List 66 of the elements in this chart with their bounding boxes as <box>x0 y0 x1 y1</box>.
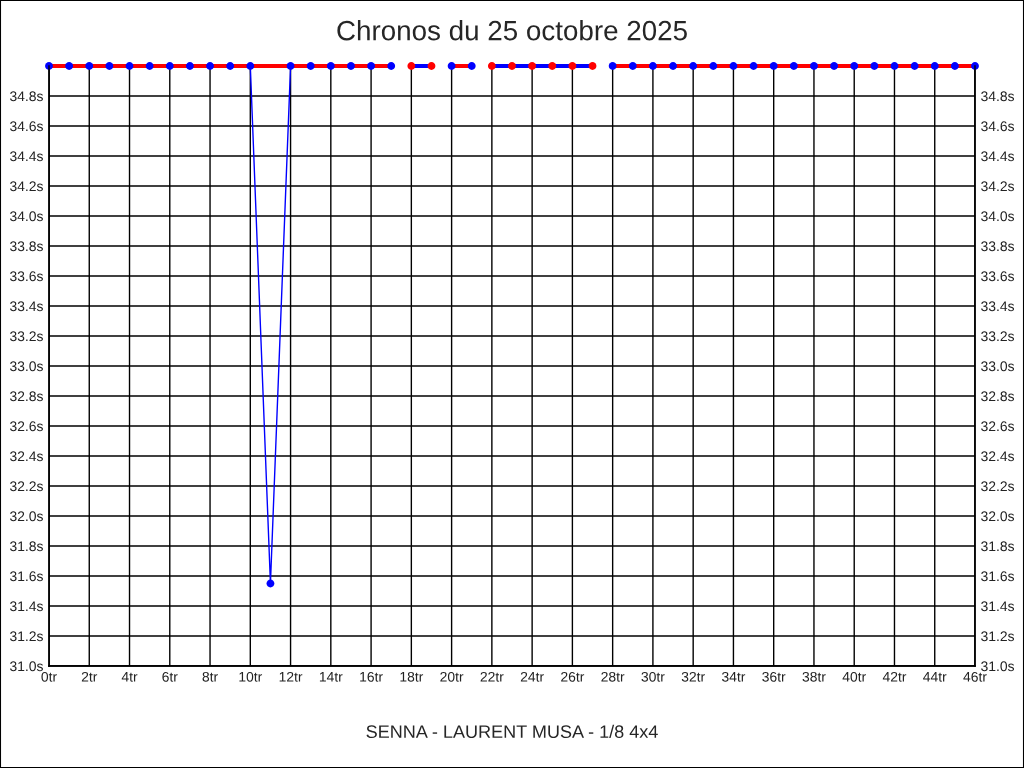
x-tick-label: 44tr <box>923 672 947 682</box>
y2-tick-label: 31.8s <box>981 541 1015 552</box>
y2-tick-label: 32.8s <box>981 391 1015 402</box>
chart-title: Chronos du 25 octobre 2025 <box>337 20 687 41</box>
y-tick-label: 31.4s <box>10 601 43 612</box>
x-tick-label: 20tr <box>440 671 464 682</box>
y-tick-label: 33.2s <box>10 331 43 342</box>
x-tick-label: 6tr <box>162 671 178 682</box>
y-tick-label: 33.0s <box>10 361 43 372</box>
y2-tick-label: 34.4s <box>981 151 1015 162</box>
y2-tick-label: 32.2s <box>981 481 1015 492</box>
x-tick-label: 14tr <box>319 672 343 682</box>
y2-tick-label: 33.2s <box>981 331 1015 342</box>
x-tick-label: 4tr <box>121 672 138 682</box>
x-tick-label: 2tr <box>81 671 98 682</box>
x-tick-label: 24tr <box>520 671 544 682</box>
x-tick-label: 0tr <box>41 671 57 682</box>
x-tick-label: 42tr <box>882 671 907 682</box>
x-axis-title: SENNA - LAURENT MUSA - 1/8 4x4 <box>366 724 658 739</box>
x-tick-label: 30tr <box>641 671 665 682</box>
y2-tick-label: 31.4s <box>981 601 1015 612</box>
x-tick-label: 26tr <box>561 671 585 682</box>
x-tick-label: 28tr <box>601 671 625 682</box>
y-tick-label: 34.4s <box>10 151 43 162</box>
x-tick-label: 18tr <box>400 671 424 682</box>
x-tick-label: 8tr <box>202 671 218 682</box>
y2-tick-label: 32.4s <box>981 451 1015 462</box>
x-tick-label: 40tr <box>842 671 866 682</box>
y2-tick-label: 31.6s <box>981 571 1015 582</box>
y-tick-label: 33.6s <box>10 271 43 282</box>
x-tick-label: 16tr <box>360 671 383 682</box>
y-tick-label: 34.2s <box>10 181 43 192</box>
y-tick-label: 33.8s <box>10 241 43 252</box>
y2-tick-label: 33.4s <box>981 301 1015 312</box>
x-tick-label: 36tr <box>762 671 786 682</box>
y-tick-label: 32.6s <box>10 421 43 432</box>
x-tick-label: 34tr <box>722 671 746 682</box>
y-tick-label: 32.8s <box>10 391 43 402</box>
y-tick-label: 34.0s <box>10 211 43 222</box>
y-tick-label: 31.8s <box>10 541 43 552</box>
y-tick-label: 32.2s <box>10 481 43 492</box>
x-tick-label: 38tr <box>802 671 826 682</box>
y-tick-label: 34.8s <box>10 91 43 102</box>
y-tick-label: 31.6s <box>10 571 43 582</box>
y2-tick-label: 31.0s <box>981 661 1015 672</box>
y-tick-label: 32.0s <box>10 511 43 522</box>
y2-tick-label: 32.0s <box>981 511 1015 522</box>
y-tick-label: 32.4s <box>10 451 43 462</box>
y2-tick-label: 32.6s <box>981 421 1015 432</box>
y-tick-label: 31.0s <box>10 661 43 672</box>
y2-tick-label: 34.2s <box>981 181 1015 192</box>
y2-tick-label: 34.8s <box>981 91 1015 102</box>
y2-tick-label: 34.6s <box>981 121 1015 132</box>
x-tick-label: 22tr <box>480 671 504 682</box>
y2-tick-label: 33.8s <box>981 241 1015 252</box>
y-tick-label: 31.2s <box>10 631 43 642</box>
y-tick-label: 34.6s <box>10 121 43 132</box>
y-tick-label: 33.4s <box>10 301 43 312</box>
x-tick-label: 32tr <box>681 671 705 682</box>
x-tick-label: 10tr <box>239 671 263 682</box>
y2-tick-label: 33.0s <box>981 361 1015 372</box>
x-tick-label: 12tr <box>279 671 303 682</box>
y2-tick-label: 31.2s <box>981 631 1015 642</box>
y2-tick-label: 34.0s <box>981 211 1015 222</box>
x-tick-label: 46tr <box>963 671 987 682</box>
y2-tick-label: 33.6s <box>981 271 1015 282</box>
